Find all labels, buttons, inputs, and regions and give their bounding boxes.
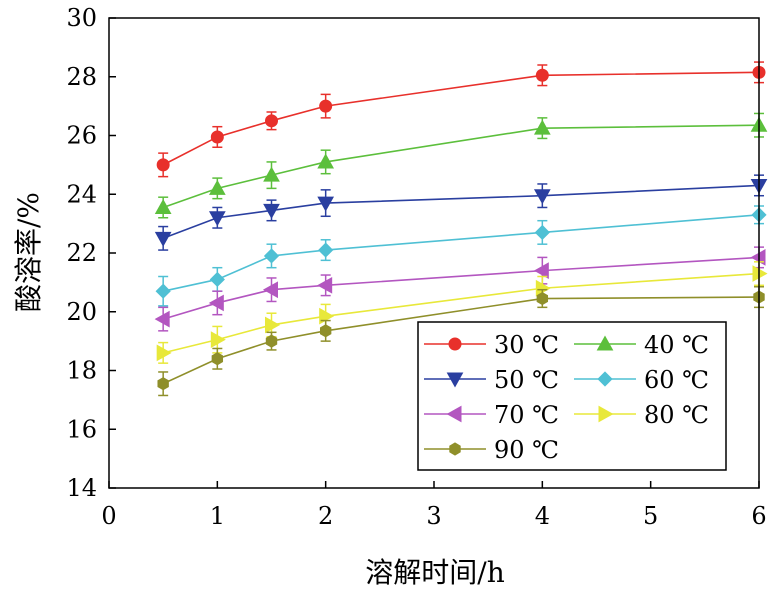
series-4 <box>155 205 767 307</box>
series-layer <box>154 61 768 397</box>
legend-item: 90 ℃ <box>424 436 559 464</box>
y-tick-label: 20 <box>66 298 97 326</box>
data-point <box>208 294 224 312</box>
data-point <box>156 344 172 362</box>
data-point <box>157 377 169 391</box>
data-point <box>536 291 549 306</box>
series-line <box>162 296 760 385</box>
y-tick-label: 28 <box>66 63 97 91</box>
series-5 <box>154 246 766 332</box>
data-point <box>263 203 280 219</box>
y-tick-label: 24 <box>66 180 97 208</box>
x-tick-label: 3 <box>426 502 441 530</box>
data-point <box>210 331 226 349</box>
data-point <box>317 196 335 212</box>
data-point <box>318 242 334 258</box>
data-point <box>533 262 549 279</box>
legend-marker <box>448 337 462 351</box>
data-point <box>533 189 551 205</box>
data-point <box>211 352 224 366</box>
x-tick-label: 0 <box>101 502 116 530</box>
legend: 30 ℃ 40 ℃ 50 ℃ 60 ℃ 70 ℃ 80 ℃ 90 ℃ <box>417 321 727 471</box>
data-point <box>319 324 332 338</box>
x-tick-label: 6 <box>751 502 766 530</box>
y-axis-title: 酸溶率/% <box>12 192 45 312</box>
series-2 <box>154 112 768 219</box>
legend-label: 40 ℃ <box>644 331 709 359</box>
data-point <box>208 211 226 227</box>
legend-label: 90 ℃ <box>494 436 559 464</box>
x-axis-title: 溶解时间/h <box>365 556 504 589</box>
data-point <box>262 281 278 299</box>
legend-item: 70 ℃ <box>424 401 559 429</box>
legend-label: 50 ℃ <box>494 366 559 394</box>
data-point <box>535 68 549 82</box>
y-tick-label: 14 <box>66 474 97 502</box>
y-tick-label: 30 <box>66 4 97 32</box>
legend-item: 50 ℃ <box>424 366 559 394</box>
data-point <box>208 179 226 195</box>
legend-marker <box>597 371 613 387</box>
data-point <box>534 224 550 241</box>
legend-marker <box>446 405 462 423</box>
y-tick-label: 26 <box>66 122 97 150</box>
data-point <box>154 310 170 328</box>
axes-layer: 0 1 2 3 4 5 6 14 16 18 20 22 24 26 28 30 <box>66 4 766 530</box>
legend-label: 30 ℃ <box>494 331 559 359</box>
legend-marker <box>449 442 461 456</box>
data-point <box>210 130 224 144</box>
y-tick-label: 16 <box>66 415 97 443</box>
legend-label: 80 ℃ <box>644 401 709 429</box>
series-line <box>162 272 760 354</box>
x-tick-label: 4 <box>535 502 550 530</box>
series-line <box>163 214 760 292</box>
data-point <box>317 276 333 294</box>
data-point <box>156 158 170 172</box>
data-point <box>154 231 172 247</box>
data-point <box>155 283 171 299</box>
legend-label: 70 ℃ <box>494 401 559 429</box>
y-tick-label: 18 <box>66 357 97 385</box>
series-line <box>162 184 760 240</box>
legend-marker <box>596 335 614 351</box>
data-point <box>265 114 278 128</box>
legend-marker <box>446 372 464 388</box>
x-tick-label: 2 <box>318 502 333 530</box>
data-point <box>154 198 172 214</box>
data-point <box>263 166 280 182</box>
data-point <box>263 248 280 264</box>
legend-box <box>417 321 727 471</box>
data-point <box>533 119 551 135</box>
data-point <box>319 99 333 113</box>
legend-marker <box>598 405 614 423</box>
series-line <box>162 124 760 209</box>
y-tick-label: 22 <box>66 239 97 267</box>
x-tick-label: 5 <box>643 502 658 530</box>
legend-item: 60 ℃ <box>574 366 709 394</box>
legend-label: 60 ℃ <box>644 366 709 394</box>
data-point <box>209 271 225 288</box>
legend-item: 80 ℃ <box>574 401 709 429</box>
data-point <box>317 153 335 169</box>
legend-item: 30 ℃ <box>424 331 559 359</box>
data-point <box>265 334 278 348</box>
series-line <box>162 71 760 166</box>
data-point <box>265 316 281 334</box>
legend-item: 40 ℃ <box>574 331 709 359</box>
series-1 <box>156 61 766 178</box>
x-tick-label: 1 <box>210 502 225 530</box>
series-line <box>162 256 760 320</box>
